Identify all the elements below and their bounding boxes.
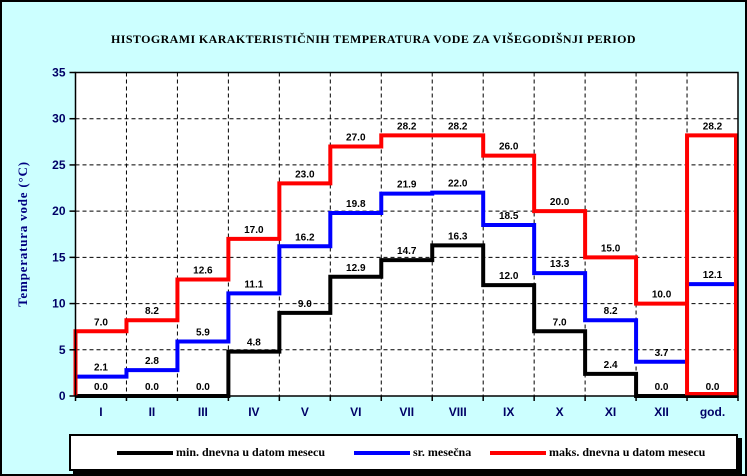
svg-text:12.1: 12.1 bbox=[703, 270, 723, 281]
svg-text:0.0: 0.0 bbox=[706, 382, 720, 393]
svg-text:27.0: 27.0 bbox=[346, 132, 366, 143]
plot-border bbox=[74, 71, 739, 397]
svg-text:18.5: 18.5 bbox=[499, 211, 519, 222]
svg-text:16.2: 16.2 bbox=[295, 232, 315, 243]
svg-text:V: V bbox=[301, 405, 309, 419]
svg-text:VII: VII bbox=[399, 405, 414, 419]
svg-text:22.0: 22.0 bbox=[448, 179, 468, 190]
svg-text:12.9: 12.9 bbox=[346, 263, 366, 274]
chart-plot-area: 0.0 0.0 0.0 4.8 9.0 12.9 14.7 16.3 12.0 7.0 2.4 0.0… bbox=[52, 66, 739, 419]
svg-text:26.0: 26.0 bbox=[499, 142, 519, 153]
series-line-0 bbox=[75, 243, 738, 398]
svg-text:5.9: 5.9 bbox=[196, 327, 210, 338]
svg-text:19.8: 19.8 bbox=[346, 199, 366, 210]
legend-label-min: min. dnevna u datom mesecu bbox=[176, 445, 326, 459]
svg-text:8.2: 8.2 bbox=[145, 306, 159, 317]
svg-text:20: 20 bbox=[52, 204, 66, 218]
legend-swatch-mean-line bbox=[354, 450, 410, 455]
series-line-2 bbox=[73, 133, 738, 396]
svg-text:4.8: 4.8 bbox=[247, 338, 261, 349]
svg-text:7.0: 7.0 bbox=[94, 317, 108, 328]
svg-text:X: X bbox=[556, 405, 564, 419]
svg-text:15: 15 bbox=[52, 250, 66, 264]
svg-text:III: III bbox=[198, 405, 208, 419]
svg-text:8.2: 8.2 bbox=[604, 306, 618, 317]
svg-text:2.1: 2.1 bbox=[94, 363, 108, 374]
legend-label-mean: sr. mesečna bbox=[413, 445, 472, 459]
svg-text:11.1: 11.1 bbox=[244, 279, 263, 290]
svg-text:I: I bbox=[99, 405, 102, 419]
svg-text:XII: XII bbox=[654, 405, 669, 419]
svg-text:12.0: 12.0 bbox=[499, 271, 519, 282]
legend-label-max: maks. dnevna u datom mesecu bbox=[549, 445, 706, 459]
svg-text:20.0: 20.0 bbox=[550, 197, 570, 208]
y-axis: 0 5 10 15 20 25 30 35 bbox=[52, 66, 76, 403]
svg-text:10: 10 bbox=[52, 297, 66, 311]
svg-text:IV: IV bbox=[248, 405, 259, 419]
legend-swatch-min-line bbox=[117, 450, 173, 455]
svg-text:35: 35 bbox=[52, 66, 66, 80]
svg-text:9.0: 9.0 bbox=[298, 299, 312, 310]
svg-text:12.6: 12.6 bbox=[193, 266, 213, 277]
svg-text:god.: god. bbox=[700, 405, 725, 419]
legend-entry-mean: sr. mesečna bbox=[354, 436, 471, 469]
svg-text:3.7: 3.7 bbox=[655, 348, 669, 359]
svg-text:2.8: 2.8 bbox=[145, 356, 159, 367]
chart-title: HISTOGRAMI KARAKTERISTIČNIH TEMPERATURA … bbox=[111, 32, 636, 46]
svg-text:0.0: 0.0 bbox=[94, 382, 108, 393]
svg-text:5: 5 bbox=[59, 343, 66, 357]
data-labels: 0.0 0.0 0.0 4.8 9.0 12.9 14.7 16.3 12.0 7.0 2.4 0.0… bbox=[94, 121, 723, 393]
svg-text:7.0: 7.0 bbox=[553, 317, 567, 328]
legend-box: min. dnevna u datom mesecu sr. mesečna m… bbox=[69, 434, 738, 471]
svg-text:28.2: 28.2 bbox=[397, 121, 417, 132]
x-axis: I II III IV V VI VII VIII IX X XI XII god. bbox=[74, 396, 739, 419]
svg-text:13.3: 13.3 bbox=[550, 259, 570, 270]
svg-text:10.0: 10.0 bbox=[652, 290, 672, 301]
svg-text:II: II bbox=[149, 405, 156, 419]
svg-text:VI: VI bbox=[350, 405, 361, 419]
svg-text:28.2: 28.2 bbox=[448, 121, 468, 132]
svg-text:VIII: VIII bbox=[449, 405, 467, 419]
svg-text:0.0: 0.0 bbox=[655, 382, 669, 393]
legend-entry-max: maks. dnevna u datom mesecu bbox=[490, 436, 705, 469]
svg-text:XI: XI bbox=[605, 405, 616, 419]
svg-text:2.4: 2.4 bbox=[604, 360, 618, 371]
svg-text:IX: IX bbox=[503, 405, 514, 419]
svg-text:0: 0 bbox=[59, 389, 66, 403]
svg-text:15.0: 15.0 bbox=[601, 243, 621, 254]
svg-text:16.3: 16.3 bbox=[448, 231, 468, 242]
svg-text:23.0: 23.0 bbox=[295, 169, 315, 180]
svg-text:0.0: 0.0 bbox=[196, 382, 210, 393]
svg-text:17.0: 17.0 bbox=[244, 225, 264, 236]
legend-entry-min: min. dnevna u datom mesecu bbox=[117, 436, 325, 469]
svg-text:14.7: 14.7 bbox=[397, 246, 417, 257]
svg-text:0.0: 0.0 bbox=[145, 382, 159, 393]
svg-text:21.9: 21.9 bbox=[397, 180, 417, 191]
svg-text:30: 30 bbox=[52, 112, 66, 126]
svg-text:28.2: 28.2 bbox=[703, 121, 723, 132]
svg-text:25: 25 bbox=[52, 158, 66, 172]
legend-swatch-max-line bbox=[490, 450, 546, 455]
series-line-1 bbox=[75, 190, 738, 379]
